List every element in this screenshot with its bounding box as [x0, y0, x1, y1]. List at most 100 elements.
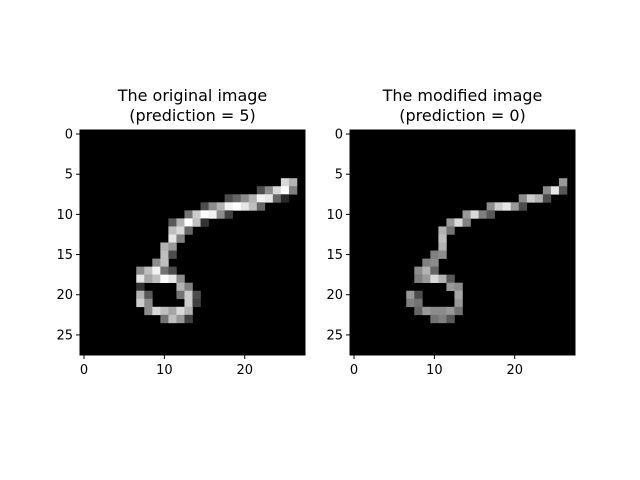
pixel-cell	[518, 194, 528, 203]
x-tick-label: 0	[350, 363, 358, 378]
pixel-cell	[184, 314, 193, 324]
y-tick-label: 10	[326, 208, 343, 223]
pixel-cell	[478, 210, 487, 219]
pixel-cell	[256, 202, 266, 211]
x-tick-label: 20	[506, 363, 523, 378]
pixel-cell	[168, 242, 177, 251]
axes-frame	[349, 129, 576, 356]
image-background	[350, 130, 575, 355]
pixel-cell	[414, 306, 423, 316]
pixel-cell	[184, 290, 193, 300]
pixel-cell	[160, 306, 169, 316]
pixel-cell	[454, 298, 463, 308]
pixel-cell	[272, 194, 282, 203]
pixel-cell	[176, 314, 185, 324]
pixel-cell	[438, 250, 447, 259]
x-tick-label: 10	[156, 363, 173, 378]
pixel-cell	[192, 298, 201, 308]
pixel-cell	[256, 194, 266, 203]
pixel-cell	[280, 186, 290, 195]
pixel-cell	[208, 202, 217, 211]
pixel-cell	[422, 274, 431, 283]
y-tick-label: 20	[56, 288, 73, 303]
x-tick-label: 10	[426, 363, 443, 378]
pixel-cell	[184, 210, 193, 219]
pixel-cell	[168, 314, 177, 324]
pixel-cell	[406, 298, 415, 308]
pixel-cell	[168, 226, 177, 235]
pixel-cell	[152, 274, 161, 283]
pixel-cell	[430, 274, 439, 283]
pixel-cell	[526, 194, 536, 203]
x-tick-label: 0	[80, 363, 88, 378]
pixel-cell	[160, 266, 169, 275]
pixel-cell	[430, 314, 439, 324]
pixel-cell	[422, 306, 431, 316]
pixel-cell	[446, 274, 455, 283]
pixel-cell	[438, 226, 447, 235]
panel-modified: The modified image (prediction = 0) 0 10 2…	[326, 86, 576, 378]
pixel-cell	[264, 186, 274, 195]
y-tick-label: 0	[65, 128, 73, 143]
pixel-cell	[438, 234, 447, 243]
pixel-cell	[462, 210, 471, 219]
pixel-layer	[406, 178, 568, 324]
pixel-cell	[272, 186, 282, 195]
pixel-cell	[144, 290, 153, 300]
panel-title-line2: (prediction = 5)	[129, 106, 256, 125]
x-axis: 0 10 20	[350, 355, 523, 378]
pixel-cell	[288, 178, 298, 187]
pixel-cell	[176, 306, 185, 316]
pixel-cell	[176, 290, 185, 300]
pixel-cell	[168, 266, 177, 275]
pixel-cell	[160, 314, 169, 324]
pixel-cell	[216, 202, 225, 211]
pixel-cell	[454, 290, 463, 300]
pixel-cell	[152, 258, 161, 267]
pixel-cell	[136, 282, 145, 292]
pixel-cell	[414, 290, 423, 300]
pixel-cell	[550, 186, 560, 195]
pixel-cell	[240, 202, 250, 211]
x-tick-label: 20	[236, 363, 253, 378]
pixel-cell	[542, 186, 552, 195]
pixel-cell	[438, 306, 447, 316]
y-tick-label: 5	[335, 168, 343, 183]
pixel-cell	[470, 210, 479, 219]
pixel-cell	[534, 194, 544, 203]
pixel-cell	[446, 282, 455, 292]
pixel-cell	[176, 226, 185, 235]
pixel-cell	[232, 202, 242, 211]
pixel-cell	[446, 226, 455, 235]
pixel-cell	[168, 250, 177, 259]
pixel-cell	[430, 250, 439, 259]
pixel-cell	[136, 274, 145, 283]
pixel-cell	[144, 266, 153, 275]
pixel-cell	[446, 218, 455, 227]
pixel-cell	[280, 194, 290, 203]
pixel-cell	[232, 194, 242, 203]
pixel-cell	[176, 282, 185, 292]
x-axis: 0 10 20	[80, 355, 253, 378]
pixel-cell	[176, 218, 185, 227]
pixel-cell	[144, 274, 153, 283]
pixel-cell	[248, 194, 258, 203]
pixel-cell	[430, 306, 439, 316]
panel-original: The original image (prediction = 5) 0 10 2…	[56, 86, 306, 378]
y-tick-label: 25	[326, 328, 343, 343]
pixel-cell	[168, 218, 177, 227]
pixel-cell	[224, 202, 233, 211]
pixel-cell	[136, 266, 145, 275]
pixel-cell	[176, 274, 185, 283]
pixel-cell	[510, 202, 520, 211]
pixel-cell	[192, 290, 201, 300]
pixel-cell	[462, 218, 471, 227]
pixel-cell	[168, 234, 177, 243]
pixel-cell	[430, 266, 439, 275]
pixel-cell	[224, 210, 233, 219]
pixel-cell	[160, 242, 169, 251]
image-plot: 0 10 20 0 5 10 15 20 25	[56, 128, 306, 378]
pixel-cell	[184, 306, 193, 316]
pixel-cell	[494, 202, 503, 211]
